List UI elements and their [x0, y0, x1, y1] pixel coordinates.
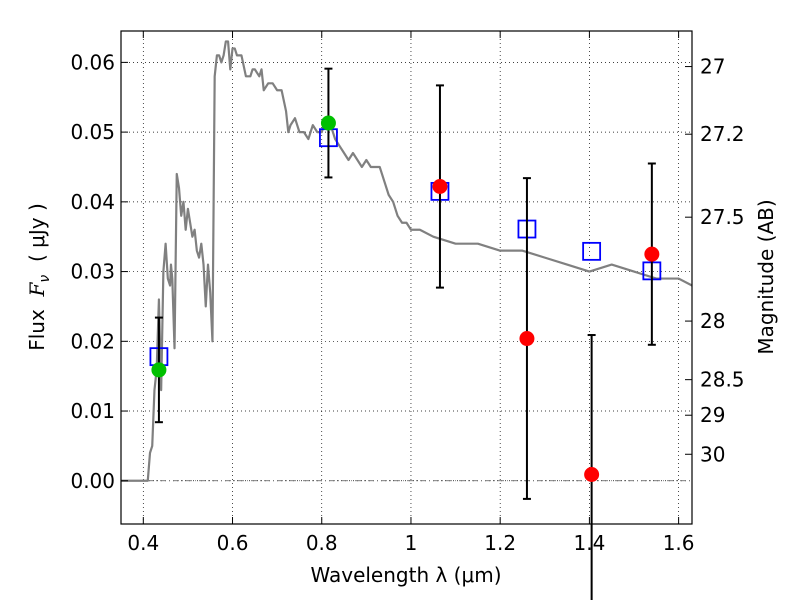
y-tick-label: 0.05 [70, 120, 115, 144]
x-tick-label: 1.6 [663, 531, 695, 555]
y-tick-label: 0.04 [70, 190, 115, 214]
y-axis-left: 0.00 0.01 0.02 0.03 0.04 0.05 0.06 [70, 50, 128, 493]
y-axis-label-left: Flux Fν ( μJy ) [25, 203, 53, 351]
observed-flux-point [320, 115, 336, 131]
x-tick-label: 0.4 [127, 531, 159, 555]
y-label-suffix: ( μJy ) [25, 203, 49, 275]
x-tick-label: 1.4 [573, 531, 605, 555]
magnitude-tick-label: 28.5 [700, 368, 745, 392]
magnitude-tick-label: 30 [700, 442, 725, 466]
y-axis-right: 27 27.2 27.5 28 28.5 29 30 [685, 55, 745, 466]
observed-flux-point [151, 362, 167, 378]
magnitude-tick-label: 27.5 [700, 205, 745, 229]
errorbar-layer [154, 67, 656, 600]
y-label-symbol: F [25, 281, 49, 297]
model-squares-layer [149, 128, 662, 367]
plot-frame [120, 30, 693, 525]
y-tick-label: 0.06 [70, 50, 115, 74]
observed-points-layer [151, 115, 660, 482]
magnitude-tick-label: 28 [700, 309, 725, 333]
x-axis: 0.4 0.6 0.8 1 1.2 1.4 1.6 [127, 31, 695, 555]
magnitude-tick-label: 29 [700, 403, 725, 427]
y-tick-label: 0.01 [70, 399, 115, 423]
y-axis-label-right: Magnitude (AB) [754, 199, 778, 354]
model-spectrum-layer [121, 40, 693, 482]
magnitude-tick-label: 27.2 [700, 122, 745, 146]
y-label-subscript: ν [37, 275, 53, 283]
model-square-marker [582, 241, 602, 261]
model-spectrum-line [121, 40, 693, 482]
observed-flux-point [432, 179, 448, 195]
magnitude-tick-label: 27 [700, 55, 725, 79]
y-tick-label: 0.02 [70, 329, 115, 353]
x-tick-label: 1.2 [484, 531, 516, 555]
x-tick-label: 0.6 [217, 531, 249, 555]
observed-flux-point [519, 331, 535, 347]
x-tick-label: 1 [405, 531, 418, 555]
y-tick-label: 0.00 [70, 469, 115, 493]
x-tick-label: 0.8 [306, 531, 338, 555]
observed-flux-point [584, 466, 600, 482]
observed-flux-point [644, 246, 660, 262]
y-label-prefix: Flux [25, 296, 49, 350]
y-tick-label: 0.03 [70, 260, 115, 284]
x-axis-label: Wavelength λ (μm) [310, 563, 501, 587]
